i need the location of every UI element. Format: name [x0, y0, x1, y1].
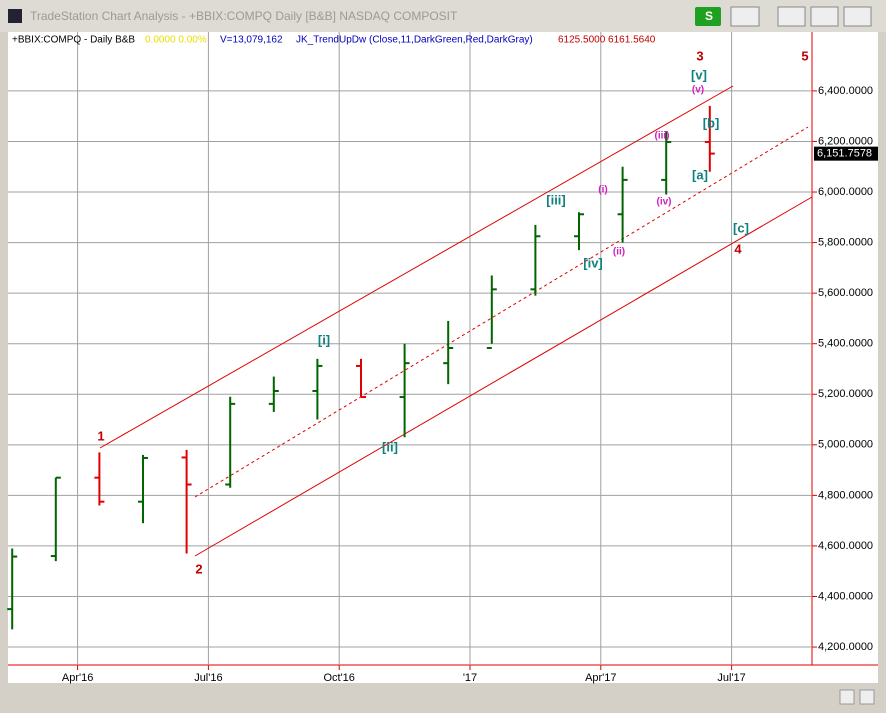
wave-label: (v) [692, 85, 704, 96]
y-tick-label: 6,000.0000 [818, 186, 873, 198]
y-tick-label: 4,600.0000 [818, 540, 873, 552]
scrollbar[interactable] [0, 686, 886, 713]
wave-label: (i) [598, 185, 607, 196]
x-tick-label: Oct'16 [323, 672, 354, 684]
scroll-right[interactable] [859, 689, 875, 705]
menu-button[interactable] [730, 6, 760, 27]
x-tick-label: Apr'17 [585, 672, 616, 684]
y-tick-label: 4,200.0000 [818, 641, 873, 653]
grid [8, 32, 812, 665]
symbol-label: +BBIX:COMPQ - Daily B&B [12, 35, 135, 46]
wave-label: (iv) [657, 197, 672, 208]
middle-channel [194, 126, 809, 498]
channel [99, 85, 813, 557]
y-tick-label: 5,200.0000 [818, 388, 873, 400]
wave-label: (iii) [655, 131, 670, 142]
s-button[interactable] [695, 7, 721, 26]
x-tick-label: Apr'16 [62, 672, 93, 684]
restore-button[interactable] [810, 6, 839, 27]
close-button[interactable] [843, 6, 872, 27]
indicator-values: 6125.5000 6161.5640 [558, 35, 656, 46]
scroll-left[interactable] [839, 689, 855, 705]
last-price-box [814, 146, 878, 161]
lower-channel [194, 196, 813, 557]
wave-label: [v] [691, 67, 707, 82]
y-tick-label: 4,400.0000 [818, 590, 873, 602]
wave-label: 1 [97, 428, 104, 443]
wave-label: [b] [703, 115, 720, 130]
wave-label: 2 [195, 561, 202, 576]
minimize-button[interactable] [777, 6, 806, 27]
last-price-label: 6,151.7578 [817, 148, 872, 160]
y-tick-label: 5,400.0000 [818, 338, 873, 350]
x-tick-label: Jul'17 [717, 672, 745, 684]
wave-label: [a] [692, 167, 708, 182]
y-tick-label: 5,600.0000 [818, 287, 873, 299]
window-title: TradeStation Chart Analysis - +BBIX:COMP… [30, 9, 458, 23]
upper-channel [99, 85, 734, 449]
wave-label: [iv] [583, 255, 603, 270]
y-tick-label: 6,400.0000 [818, 85, 873, 97]
x-tick-label: Jul'16 [194, 672, 222, 684]
app-icon [8, 9, 22, 23]
wave-label: [i] [318, 332, 330, 347]
y-tick-label: 4,800.0000 [818, 489, 873, 501]
wave-label: 3 [696, 48, 703, 63]
s-button-label[interactable]: S [705, 9, 713, 23]
chart-area [8, 32, 878, 683]
wave-label: 4 [734, 241, 742, 256]
wave-label: [iii] [546, 192, 566, 207]
x-tick-label: '17 [463, 672, 477, 684]
volume-label: V=13,079,162 [220, 35, 283, 46]
y-tick-label: 5,000.0000 [818, 439, 873, 451]
wave-label: [c] [733, 220, 749, 235]
wave-label: 5 [801, 48, 808, 63]
price-bars [7, 105, 715, 630]
indicator-label: JK_TrendUpDw (Close,11,DarkGreen,Red,Dar… [296, 35, 533, 46]
change-label: 0.0000 0.00% [145, 35, 207, 46]
y-tick-label: 6,200.0000 [818, 135, 873, 147]
wave-label: (ii) [613, 247, 625, 258]
wave-label: [ii] [382, 439, 398, 454]
y-tick-label: 5,800.0000 [818, 236, 873, 248]
